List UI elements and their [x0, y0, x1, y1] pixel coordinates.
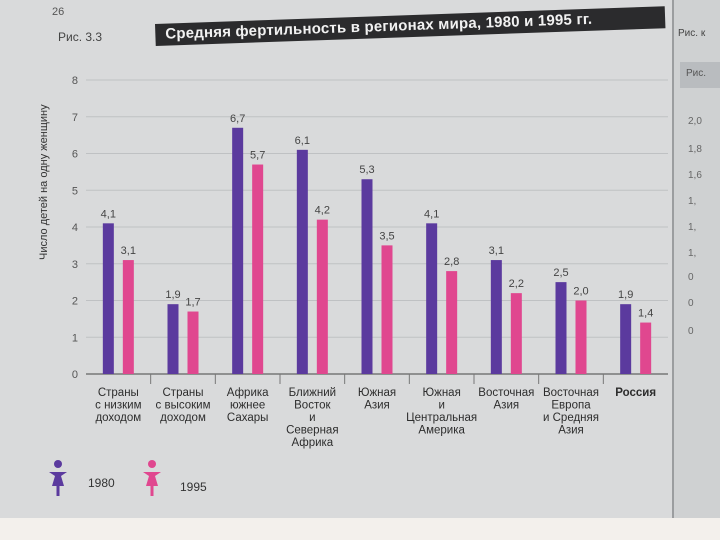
x-tick-label: Центральная — [406, 412, 477, 424]
person-icon — [143, 472, 161, 486]
x-tick-label: с низким — [95, 400, 141, 412]
data-label: 4,1 — [424, 208, 439, 220]
x-tick-label: и — [309, 412, 315, 424]
data-label: 3,5 — [379, 230, 394, 242]
adjacent-figure-label: Рис. к — [678, 28, 706, 39]
bar — [232, 127, 244, 375]
adjacent-page — [672, 0, 720, 540]
bar — [102, 223, 114, 374]
data-label: 6,7 — [230, 113, 245, 125]
bar — [640, 322, 652, 374]
x-tick-label: Южная — [358, 387, 396, 399]
y-tick-label: 2 — [72, 296, 78, 308]
bar — [187, 311, 199, 374]
x-tick-label: Южная — [423, 387, 461, 399]
adjacent-tick-label: 1,8 — [688, 144, 702, 155]
data-label: 1,9 — [165, 289, 180, 301]
bottom-band — [0, 518, 720, 540]
bar — [510, 293, 522, 374]
data-label: 2,8 — [444, 256, 459, 268]
data-label: 3,1 — [489, 245, 504, 257]
x-tick-label: Северная — [286, 425, 338, 437]
figure-label: Рис. 3.3 — [58, 30, 103, 44]
y-tick-label: 6 — [72, 149, 78, 161]
bar — [446, 271, 458, 374]
y-tick-label: 7 — [72, 112, 78, 124]
adjacent-tick-label: 2,0 — [688, 116, 702, 127]
x-tick-label: южнее — [230, 400, 265, 412]
bar — [620, 304, 632, 374]
x-tick-label: с высоким — [156, 400, 211, 412]
adjacent-tick-label: 1,6 — [688, 170, 702, 181]
y-tick-label: 3 — [72, 259, 78, 271]
adjacent-header-label: Рис. — [686, 68, 707, 79]
person-icon-legs — [56, 486, 60, 496]
data-label: 1,9 — [618, 289, 633, 301]
x-tick-label: Россия — [615, 387, 656, 399]
data-label: 2,0 — [573, 286, 588, 298]
y-tick-label: 0 — [72, 369, 78, 381]
adjacent-tick-label: 0 — [688, 298, 694, 309]
x-tick-label: Азия — [364, 400, 390, 412]
y-tick-label: 5 — [72, 185, 78, 197]
x-tick-label: Восточная — [543, 387, 599, 399]
bar — [426, 223, 438, 374]
data-label: 6,1 — [295, 135, 310, 147]
bar — [555, 282, 567, 374]
bar — [167, 304, 179, 374]
person-icon-legs — [150, 486, 154, 496]
bar — [296, 149, 308, 374]
person-icon — [49, 472, 67, 486]
x-tick-label: доходом — [95, 412, 141, 424]
x-tick-label: Европа — [551, 400, 591, 412]
x-tick-label: Азия — [494, 400, 520, 412]
data-label: 2,5 — [553, 267, 568, 279]
bar — [122, 260, 134, 374]
legend-label: 1995 — [180, 480, 207, 494]
bar — [381, 245, 393, 374]
bar — [490, 260, 502, 374]
x-tick-label: Страны — [98, 387, 139, 399]
data-label: 3,1 — [121, 245, 136, 257]
data-label: 4,2 — [315, 205, 330, 217]
data-label: 5,7 — [250, 150, 265, 162]
adjacent-tick-label: 1, — [688, 222, 697, 233]
y-tick-label: 1 — [72, 332, 78, 344]
data-label: 1,4 — [638, 308, 653, 320]
person-icon-head — [148, 460, 156, 468]
x-tick-label: Восточная — [478, 387, 534, 399]
data-label: 2,2 — [509, 278, 524, 290]
x-tick-label: Америка — [418, 425, 465, 437]
bar — [316, 219, 328, 374]
x-tick-label: доходом — [160, 412, 206, 424]
x-tick-label: Африка — [227, 387, 269, 399]
adjacent-tick-label: 1, — [688, 248, 697, 259]
adjacent-tick-label: 0 — [688, 326, 694, 337]
data-label: 4,1 — [101, 208, 116, 220]
bar — [252, 164, 264, 374]
data-label: 1,7 — [185, 297, 200, 309]
bar — [575, 300, 587, 374]
x-tick-label: Африка — [291, 437, 333, 449]
x-tick-label: Ближний — [289, 387, 336, 399]
adjacent-tick-label: 1, — [688, 196, 697, 207]
y-tick-label: 4 — [72, 222, 78, 234]
adjacent-tick-label: 0 — [688, 272, 694, 283]
data-label: 5,3 — [359, 164, 374, 176]
page-number: 26 — [52, 6, 65, 18]
x-tick-label: и — [438, 400, 444, 412]
person-icon-head — [54, 460, 62, 468]
x-tick-label: Азия — [558, 425, 584, 437]
x-tick-label: Сахары — [227, 412, 269, 424]
y-tick-label: 8 — [72, 75, 78, 87]
x-tick-label: и Средняя — [543, 412, 599, 424]
legend-label: 1980 — [88, 476, 115, 490]
x-tick-label: Восток — [294, 400, 331, 412]
bar — [361, 179, 373, 374]
adjacent-header: Рис. — [680, 62, 720, 88]
x-tick-label: Страны — [163, 387, 204, 399]
